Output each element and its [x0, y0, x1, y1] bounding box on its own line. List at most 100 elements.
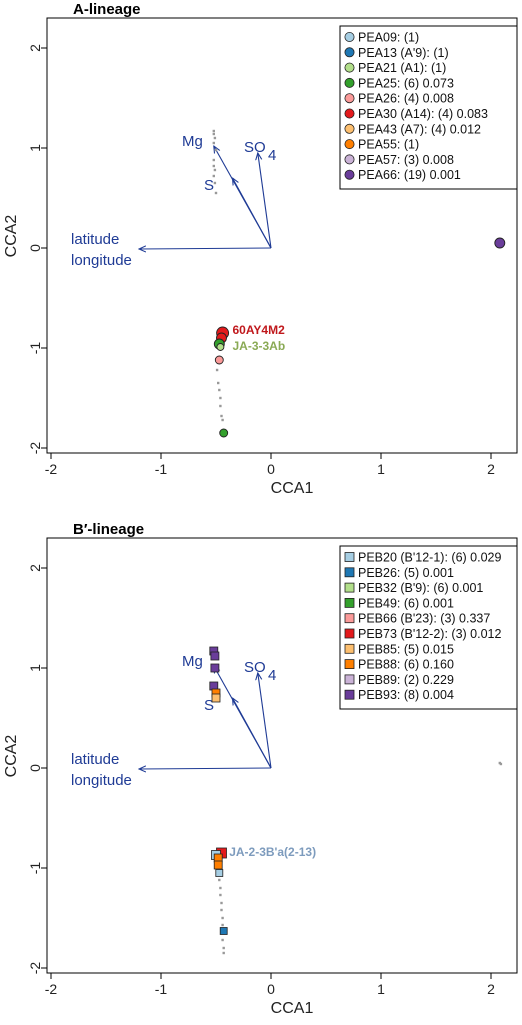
legend-entry: PEA66: (19) 0.001: [358, 168, 461, 182]
grey-point: [214, 191, 218, 195]
data-point: [211, 693, 221, 703]
grey-point: [219, 893, 222, 897]
x-tick-label: 0: [267, 461, 275, 477]
vector-arrow-latitude: [139, 768, 272, 769]
legend-entry: PEB73 (B'12-2): (3) 0.012: [358, 627, 501, 641]
legend-swatch: [344, 77, 355, 88]
y-tick-label: 0: [27, 764, 43, 772]
grey-point: [215, 368, 219, 372]
vector-arrow-so: [258, 153, 272, 249]
chart-title: B′-lineage: [73, 521, 144, 538]
grey-point: [219, 396, 222, 400]
point-annotation: JA-3-3Ab: [233, 339, 286, 353]
vector-label-mg: Mg: [182, 653, 203, 670]
vector-label-s: S: [204, 697, 214, 714]
data-point: [213, 860, 223, 870]
data-point: [210, 651, 220, 661]
y-axis-label: CCA2: [3, 215, 20, 258]
vector-label-so: SO: [244, 659, 266, 676]
legend-swatch: [344, 32, 355, 43]
grey-point: [220, 908, 223, 912]
vector-label-subscript: 4: [268, 147, 276, 164]
y-tick-label: 0: [27, 244, 43, 252]
grey-point: [219, 404, 222, 408]
data-point: [215, 869, 224, 877]
y-tick-label: -2: [27, 442, 43, 455]
grey-point: [222, 951, 225, 955]
y-tick-label: 2: [27, 564, 43, 572]
legend-swatch: [344, 108, 355, 119]
legend-entry: PEB89: (2) 0.229: [358, 673, 454, 687]
grey-point: [221, 938, 224, 942]
cca-biplot-b-lineage: B′-lineage -2 -1 0 1 2 -2 -1 0 1 2 CCA1 CCA2 Mg SO 4 Sla…: [3, 521, 518, 1017]
grey-point: [213, 168, 217, 172]
grey-point: [212, 158, 215, 162]
y-tick-label: 1: [27, 144, 43, 152]
x-axis-label: CCA1: [271, 480, 314, 497]
legend-swatch: [344, 598, 355, 608]
legend-swatch: [344, 567, 355, 578]
legend-entry: PEB93: (8) 0.004: [358, 688, 454, 702]
data-point: [214, 355, 224, 365]
x-tick-label: 1: [377, 461, 385, 477]
legend-swatch: [344, 582, 355, 593]
vector-label-latitude: latitude: [71, 231, 119, 248]
x-tick-label: -1: [155, 981, 168, 997]
legend-entry: PEA25: (6) 0.073: [358, 76, 454, 90]
vector-arrow-latitude: [139, 248, 272, 249]
legend-swatch: [344, 659, 355, 670]
legend-entry: PEB88: (6) 0.160: [358, 658, 454, 672]
legend-swatch: [344, 123, 355, 134]
grey-point: [221, 916, 224, 920]
legend-swatch: [344, 154, 355, 165]
legend-entry: PEB85: (5) 0.015: [358, 642, 454, 656]
legend-swatch: [344, 47, 355, 58]
grey-point: [221, 418, 224, 422]
vector-arrow-s: [233, 698, 272, 769]
legend-entry: PEA26: (4) 0.008: [358, 92, 454, 106]
x-tick-label: 2: [487, 461, 495, 477]
grey-point: [212, 132, 215, 136]
legend-entry: PEA09: (1): [358, 31, 419, 45]
data-point: [216, 343, 225, 351]
grey-point: [220, 414, 223, 418]
vector-label-latitude: latitude: [71, 751, 119, 768]
grey-point: [213, 181, 217, 185]
legend-entry: PEB26: (5) 0.001: [358, 566, 454, 580]
legend-entry: PEA13 (A'9): (1): [358, 46, 449, 60]
legend-entry: PEB32 (B'9): (6) 0.001: [358, 581, 483, 595]
vector-arrow-s: [233, 178, 272, 249]
plot-frame: [46, 17, 518, 454]
grey-point: [222, 946, 225, 950]
legend-entry: PEA57: (3) 0.008: [358, 153, 454, 167]
x-tick-label: -2: [45, 461, 58, 477]
legend-swatch: [344, 643, 355, 654]
data-point: [210, 663, 220, 673]
chart-title: A-lineage: [73, 1, 141, 18]
vector-label-mg: Mg: [182, 133, 203, 150]
legend-swatch: [344, 139, 355, 150]
grey-point: [218, 878, 221, 882]
grey-point: [212, 174, 215, 178]
legend-box: [339, 25, 518, 190]
vector-label-longitude: longitude: [71, 772, 132, 789]
legend-entry: PEA55: (1): [358, 138, 419, 152]
legend-entry: PEA30 (A14): (4) 0.083: [358, 107, 488, 121]
x-tick-label: -2: [45, 981, 58, 997]
legend-box: [339, 545, 518, 710]
legend-swatch: [344, 93, 355, 104]
y-tick-label: 1: [27, 664, 43, 672]
grey-point: [221, 923, 224, 927]
x-tick-label: 2: [487, 981, 495, 997]
vector-label-longitude: longitude: [71, 252, 132, 269]
legend-swatch: [344, 689, 355, 700]
legend-swatch: [344, 674, 355, 685]
y-tick-label: -1: [27, 862, 43, 875]
grey-point: [212, 164, 215, 168]
grey-point: [217, 381, 220, 385]
legend-entry: PEB49: (6) 0.001: [358, 596, 454, 610]
legend-entry: PEB20 (B'12-1): (6) 0.029: [358, 551, 501, 565]
vector-label-s: S: [204, 177, 214, 194]
point-annotation: JA-2-3B'a(2-13): [229, 845, 316, 859]
grey-point: [213, 136, 217, 140]
